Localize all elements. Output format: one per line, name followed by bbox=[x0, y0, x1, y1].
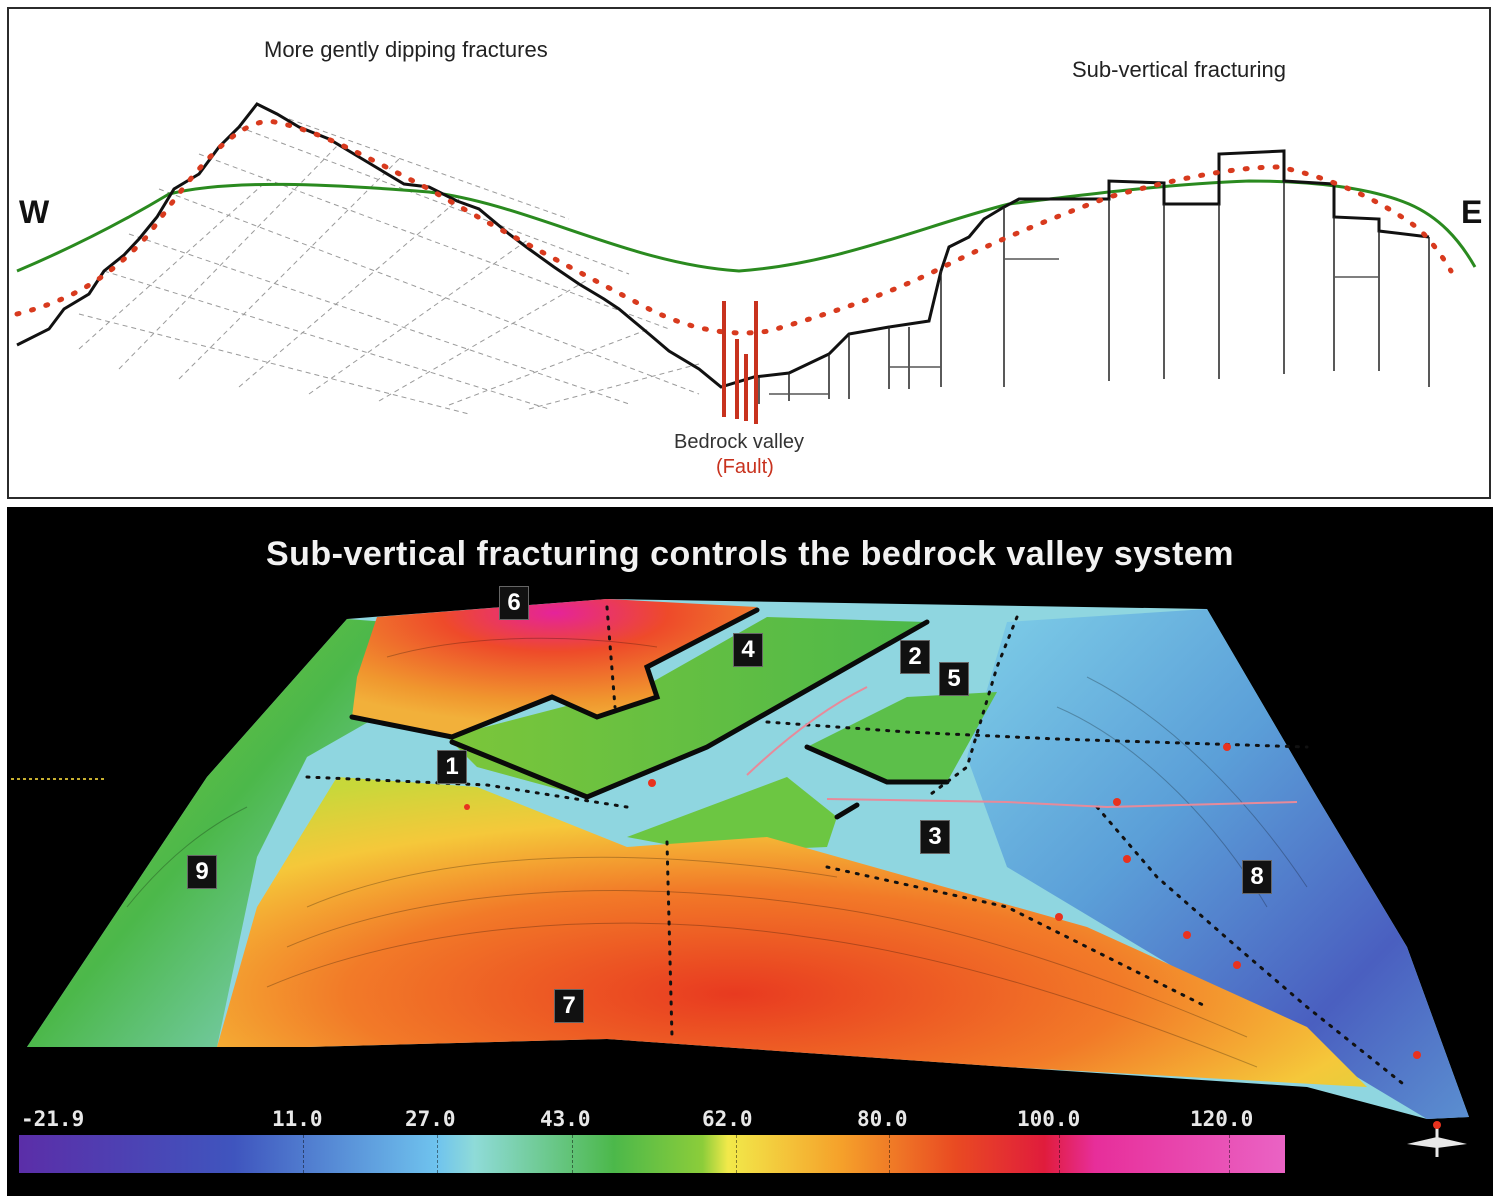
bedrock-map-svg bbox=[11, 599, 1469, 1157]
cross-section-panel: W E More gently dipping fractures Sub-ve… bbox=[7, 7, 1491, 499]
colorbar-mark bbox=[437, 1135, 439, 1173]
colorbar bbox=[19, 1135, 1285, 1173]
colorbar-mark bbox=[1229, 1135, 1231, 1173]
north-arrow-icon bbox=[1407, 1121, 1467, 1157]
region-8-area bbox=[967, 609, 1469, 1119]
colorbar-tick-label: 27.0 bbox=[405, 1107, 456, 1131]
region-label-3: 3 bbox=[920, 820, 950, 854]
fault-lines bbox=[722, 301, 758, 424]
colorbar-mark bbox=[1059, 1135, 1061, 1173]
colorbar-mark bbox=[572, 1135, 574, 1173]
region-4-area bbox=[447, 617, 927, 797]
map-title: Sub-vertical fracturing controls the bed… bbox=[265, 535, 1235, 573]
colorbar-tick-label: 120.0 bbox=[1190, 1107, 1254, 1131]
region-label-4: 4 bbox=[733, 633, 763, 667]
gently-dipping-annotation: More gently dipping fractures bbox=[264, 37, 548, 62]
colorbar-mark bbox=[736, 1135, 738, 1173]
bedrock-surface-line bbox=[16, 102, 1430, 389]
colorbar-tick-label: 43.0 bbox=[540, 1107, 591, 1131]
colorbar-mark bbox=[303, 1135, 305, 1173]
contour-lines bbox=[126, 637, 1308, 1068]
region-7-area bbox=[217, 777, 1367, 1087]
colorbar-tick-label: 11.0 bbox=[272, 1107, 323, 1131]
sub-vertical-annotation: Sub-vertical fracturing bbox=[1072, 57, 1286, 82]
sub-vertical-fractures bbox=[758, 181, 1430, 404]
water-table-dotted-line bbox=[14, 118, 1454, 336]
well-markers bbox=[464, 743, 1421, 1059]
region-label-9: 9 bbox=[187, 855, 217, 889]
region-label-1: 1 bbox=[437, 750, 467, 784]
region-5-area bbox=[807, 692, 997, 782]
region-label-8: 8 bbox=[1242, 860, 1272, 894]
ground-surface-line bbox=[16, 179, 1477, 273]
region-label-2: 2 bbox=[900, 640, 930, 674]
fault-label: (Fault) bbox=[716, 456, 774, 478]
profile-line bbox=[746, 686, 1298, 809]
region-6-area bbox=[352, 599, 757, 737]
colorbar-tick-label: 62.0 bbox=[702, 1107, 753, 1131]
west-label: W bbox=[19, 194, 50, 230]
colorbar-mark bbox=[889, 1135, 891, 1173]
gentle-fracture-grid bbox=[78, 118, 700, 415]
colorbar-tick-label: 100.0 bbox=[1017, 1107, 1081, 1131]
dotted-traces bbox=[305, 605, 1409, 1089]
region-label-7: 7 bbox=[554, 989, 584, 1023]
region-label-5: 5 bbox=[939, 662, 969, 696]
region-label-6: 6 bbox=[499, 586, 529, 620]
cross-section-svg bbox=[14, 102, 1477, 424]
colorbar-tick-label: -21.9 bbox=[21, 1107, 85, 1131]
fracture-traces bbox=[349, 607, 950, 820]
east-label: E bbox=[1461, 194, 1483, 230]
region-3-lower-green bbox=[627, 777, 837, 852]
bedrock-map-panel: Sub-vertical fracturing controls the bed… bbox=[7, 507, 1493, 1196]
colorbar-tick-label: 80.0 bbox=[857, 1107, 908, 1131]
bedrock-valley-label: Bedrock valley bbox=[674, 431, 805, 453]
region-9-area bbox=[27, 619, 387, 1047]
